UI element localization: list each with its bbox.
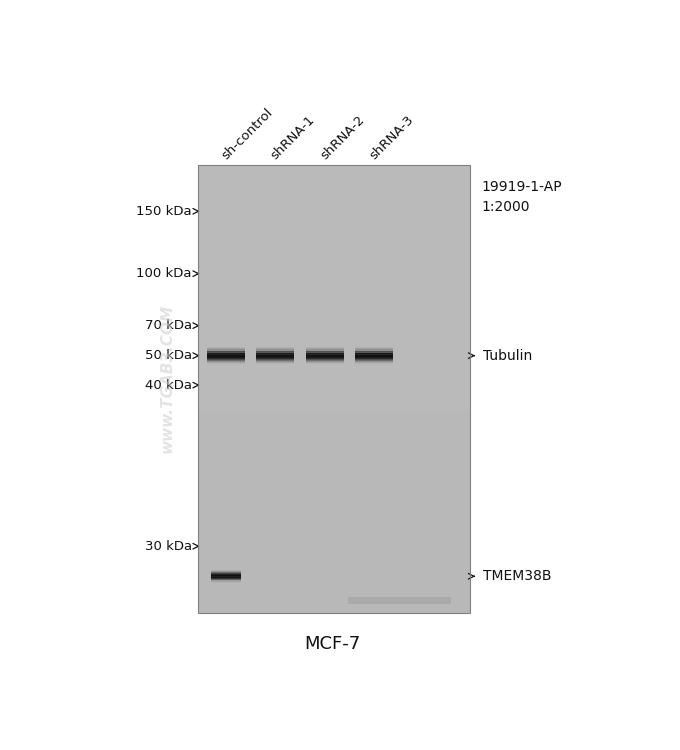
- Text: shRNA-2: shRNA-2: [318, 113, 367, 162]
- Text: 30 kDa: 30 kDa: [145, 540, 192, 553]
- Text: Tubulin: Tubulin: [483, 349, 532, 363]
- Bar: [199, 165, 470, 613]
- Text: 40 kDa: 40 kDa: [145, 379, 192, 392]
- Text: 70 kDa: 70 kDa: [145, 319, 192, 332]
- Text: shRNA-3: shRNA-3: [367, 113, 416, 162]
- Bar: [199, 165, 470, 613]
- Bar: [347, 597, 451, 604]
- Text: TMEM38B: TMEM38B: [483, 569, 551, 584]
- Text: 50 kDa: 50 kDa: [145, 350, 192, 362]
- Text: 19919-1-AP
1:2000: 19919-1-AP 1:2000: [481, 179, 562, 214]
- Text: MCF-7: MCF-7: [305, 635, 361, 653]
- Text: sh-control: sh-control: [220, 106, 276, 162]
- Text: 150 kDa: 150 kDa: [137, 205, 192, 218]
- Bar: [199, 165, 470, 411]
- Text: shRNA-1: shRNA-1: [268, 113, 317, 162]
- Text: 100 kDa: 100 kDa: [137, 267, 192, 280]
- Text: www.TGAB3.COM: www.TGAB3.COM: [159, 304, 174, 453]
